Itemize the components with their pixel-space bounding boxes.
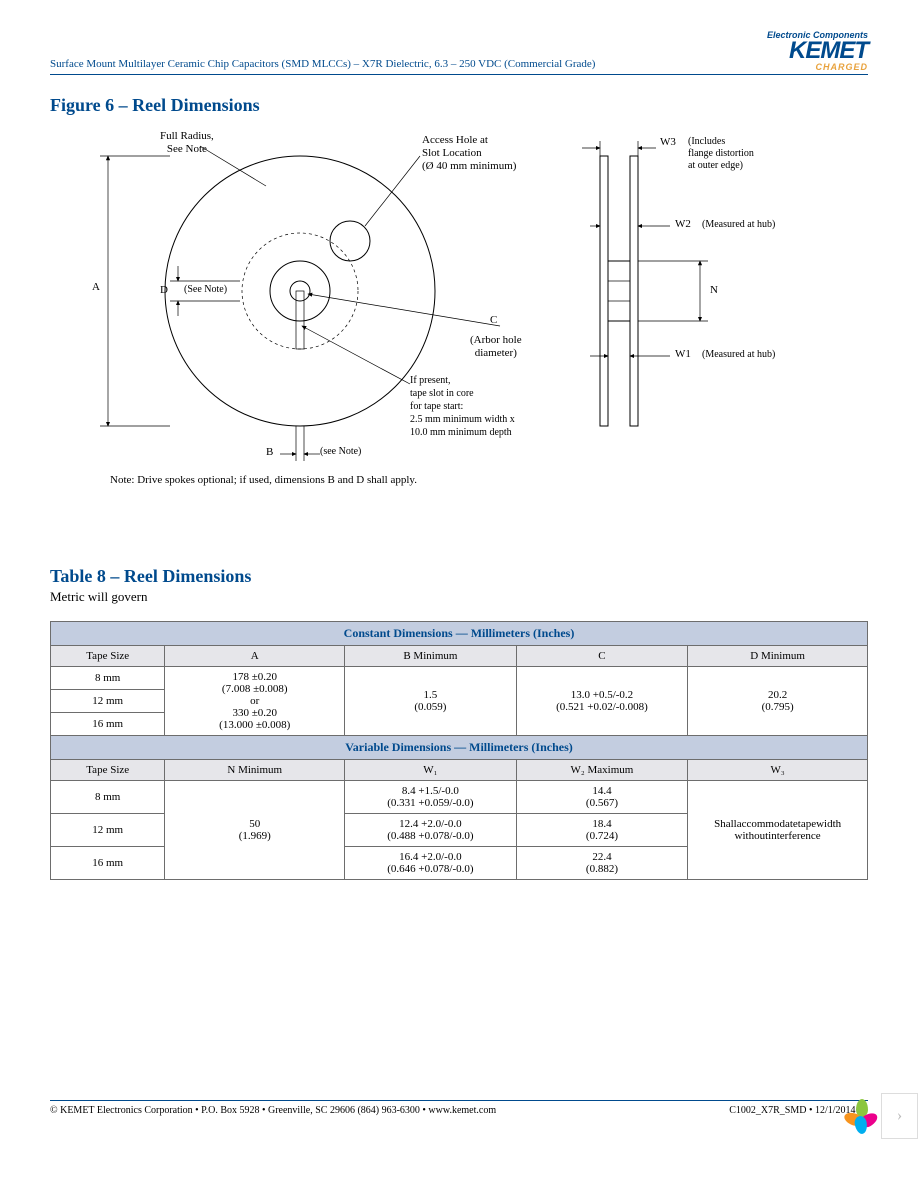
section-header-constant: Constant Dimensions — Millimeters (Inche… <box>51 621 868 645</box>
cell: 12.4 +2.0/-0.0(0.488 +0.078/-0.0) <box>345 813 517 846</box>
label-d-note: (See Note) <box>184 284 227 296</box>
cell: 16 mm <box>51 846 165 879</box>
cell: 18.4(0.724) <box>516 813 688 846</box>
chevron-right-icon: › <box>897 1107 902 1125</box>
col-b: B Minimum <box>345 645 517 666</box>
label-b: B <box>266 446 273 459</box>
col-a: A <box>165 645 345 666</box>
table-row: 8 mm 50(1.969) 8.4 +1.5/-0.0(0.331 +0.05… <box>51 780 868 813</box>
label-access-hole: Access Hole atSlot Location(Ø 40 mm mini… <box>422 134 516 174</box>
page-footer: © KEMET Electronics Corporation • P.O. B… <box>50 1100 868 1116</box>
cell: 8.4 +1.5/-0.0(0.331 +0.059/-0.0) <box>345 780 517 813</box>
cell: 50(1.969) <box>165 780 345 879</box>
label-w3-note: (Includesflange distortionat outer edge) <box>688 136 754 172</box>
label-a: A <box>92 281 100 294</box>
cell: 16 mm <box>51 712 165 735</box>
cell: 8 mm <box>51 780 165 813</box>
section-header-variable: Variable Dimensions — Millimeters (Inche… <box>51 735 868 759</box>
col-tape-size: Tape Size <box>51 645 165 666</box>
cell: 22.4(0.882) <box>516 846 688 879</box>
next-page-button[interactable]: › <box>881 1093 918 1139</box>
cell: 14.4(0.567) <box>516 780 688 813</box>
cell: 8 mm <box>51 666 165 689</box>
figure-title: Figure 6 – Reel Dimensions <box>50 95 868 116</box>
page-corner-nav: › <box>848 1092 918 1140</box>
reel-diagram: Full Radius,See Note Access Hole atSlot … <box>70 126 848 506</box>
label-c: C <box>490 314 497 327</box>
cell: 16.4 +2.0/-0.0(0.646 +0.078/-0.0) <box>345 846 517 879</box>
label-w2: W2 <box>675 218 691 231</box>
reel-dimensions-table: Constant Dimensions — Millimeters (Inche… <box>50 621 868 880</box>
table-title: Table 8 – Reel Dimensions <box>50 566 868 587</box>
col-tape-size-2: Tape Size <box>51 759 165 780</box>
page-header: Surface Mount Multilayer Ceramic Chip Ca… <box>50 30 868 75</box>
label-d: D <box>160 284 168 297</box>
label-w2-note: (Measured at hub) <box>702 219 775 231</box>
label-c-note: (Arbor holediameter) <box>470 334 522 360</box>
cell: 1.5(0.059) <box>345 666 517 735</box>
logo-tagline-sub: CHARGED <box>767 62 868 72</box>
cell: Shallaccommodatetapewidthwithoutinterfer… <box>688 780 868 879</box>
logo-main: KEMET <box>767 40 868 62</box>
cell: 178 ±0.20(7.008 ±0.008)or330 ±0.20(13.00… <box>165 666 345 735</box>
label-w3: W3 <box>660 136 676 149</box>
page: Surface Mount Multilayer Ceramic Chip Ca… <box>0 0 918 1140</box>
cell: 12 mm <box>51 689 165 712</box>
label-b-note: (see Note) <box>320 446 361 458</box>
col-w1: W₁ <box>345 759 517 780</box>
footer-left: © KEMET Electronics Corporation • P.O. B… <box>50 1105 496 1116</box>
label-n: N <box>710 284 718 297</box>
cell: 12 mm <box>51 813 165 846</box>
cell: 20.2(0.795) <box>688 666 868 735</box>
col-c: C <box>516 645 688 666</box>
flower-icon <box>848 1102 875 1130</box>
col-w3: W₃ <box>688 759 868 780</box>
cell: 13.0 +0.5/-0.2(0.521 +0.02/-0.008) <box>516 666 688 735</box>
col-d: D Minimum <box>688 645 868 666</box>
col-w2: W₂ Maximum <box>516 759 688 780</box>
label-w1: W1 <box>675 348 691 361</box>
figure-note: Note: Drive spokes optional; if used, di… <box>110 474 417 487</box>
logo-block: Electronic Components KEMET CHARGED <box>767 30 868 72</box>
table-subtitle: Metric will govern <box>50 589 868 605</box>
col-n: N Minimum <box>165 759 345 780</box>
label-w1-note: (Measured at hub) <box>702 349 775 361</box>
header-title: Surface Mount Multilayer Ceramic Chip Ca… <box>50 58 595 70</box>
label-tape-slot: If present,tape slot in corefor tape sta… <box>410 374 515 439</box>
table-row: 8 mm 178 ±0.20(7.008 ±0.008)or330 ±0.20(… <box>51 666 868 689</box>
label-full-radius: Full Radius,See Note <box>160 130 214 156</box>
